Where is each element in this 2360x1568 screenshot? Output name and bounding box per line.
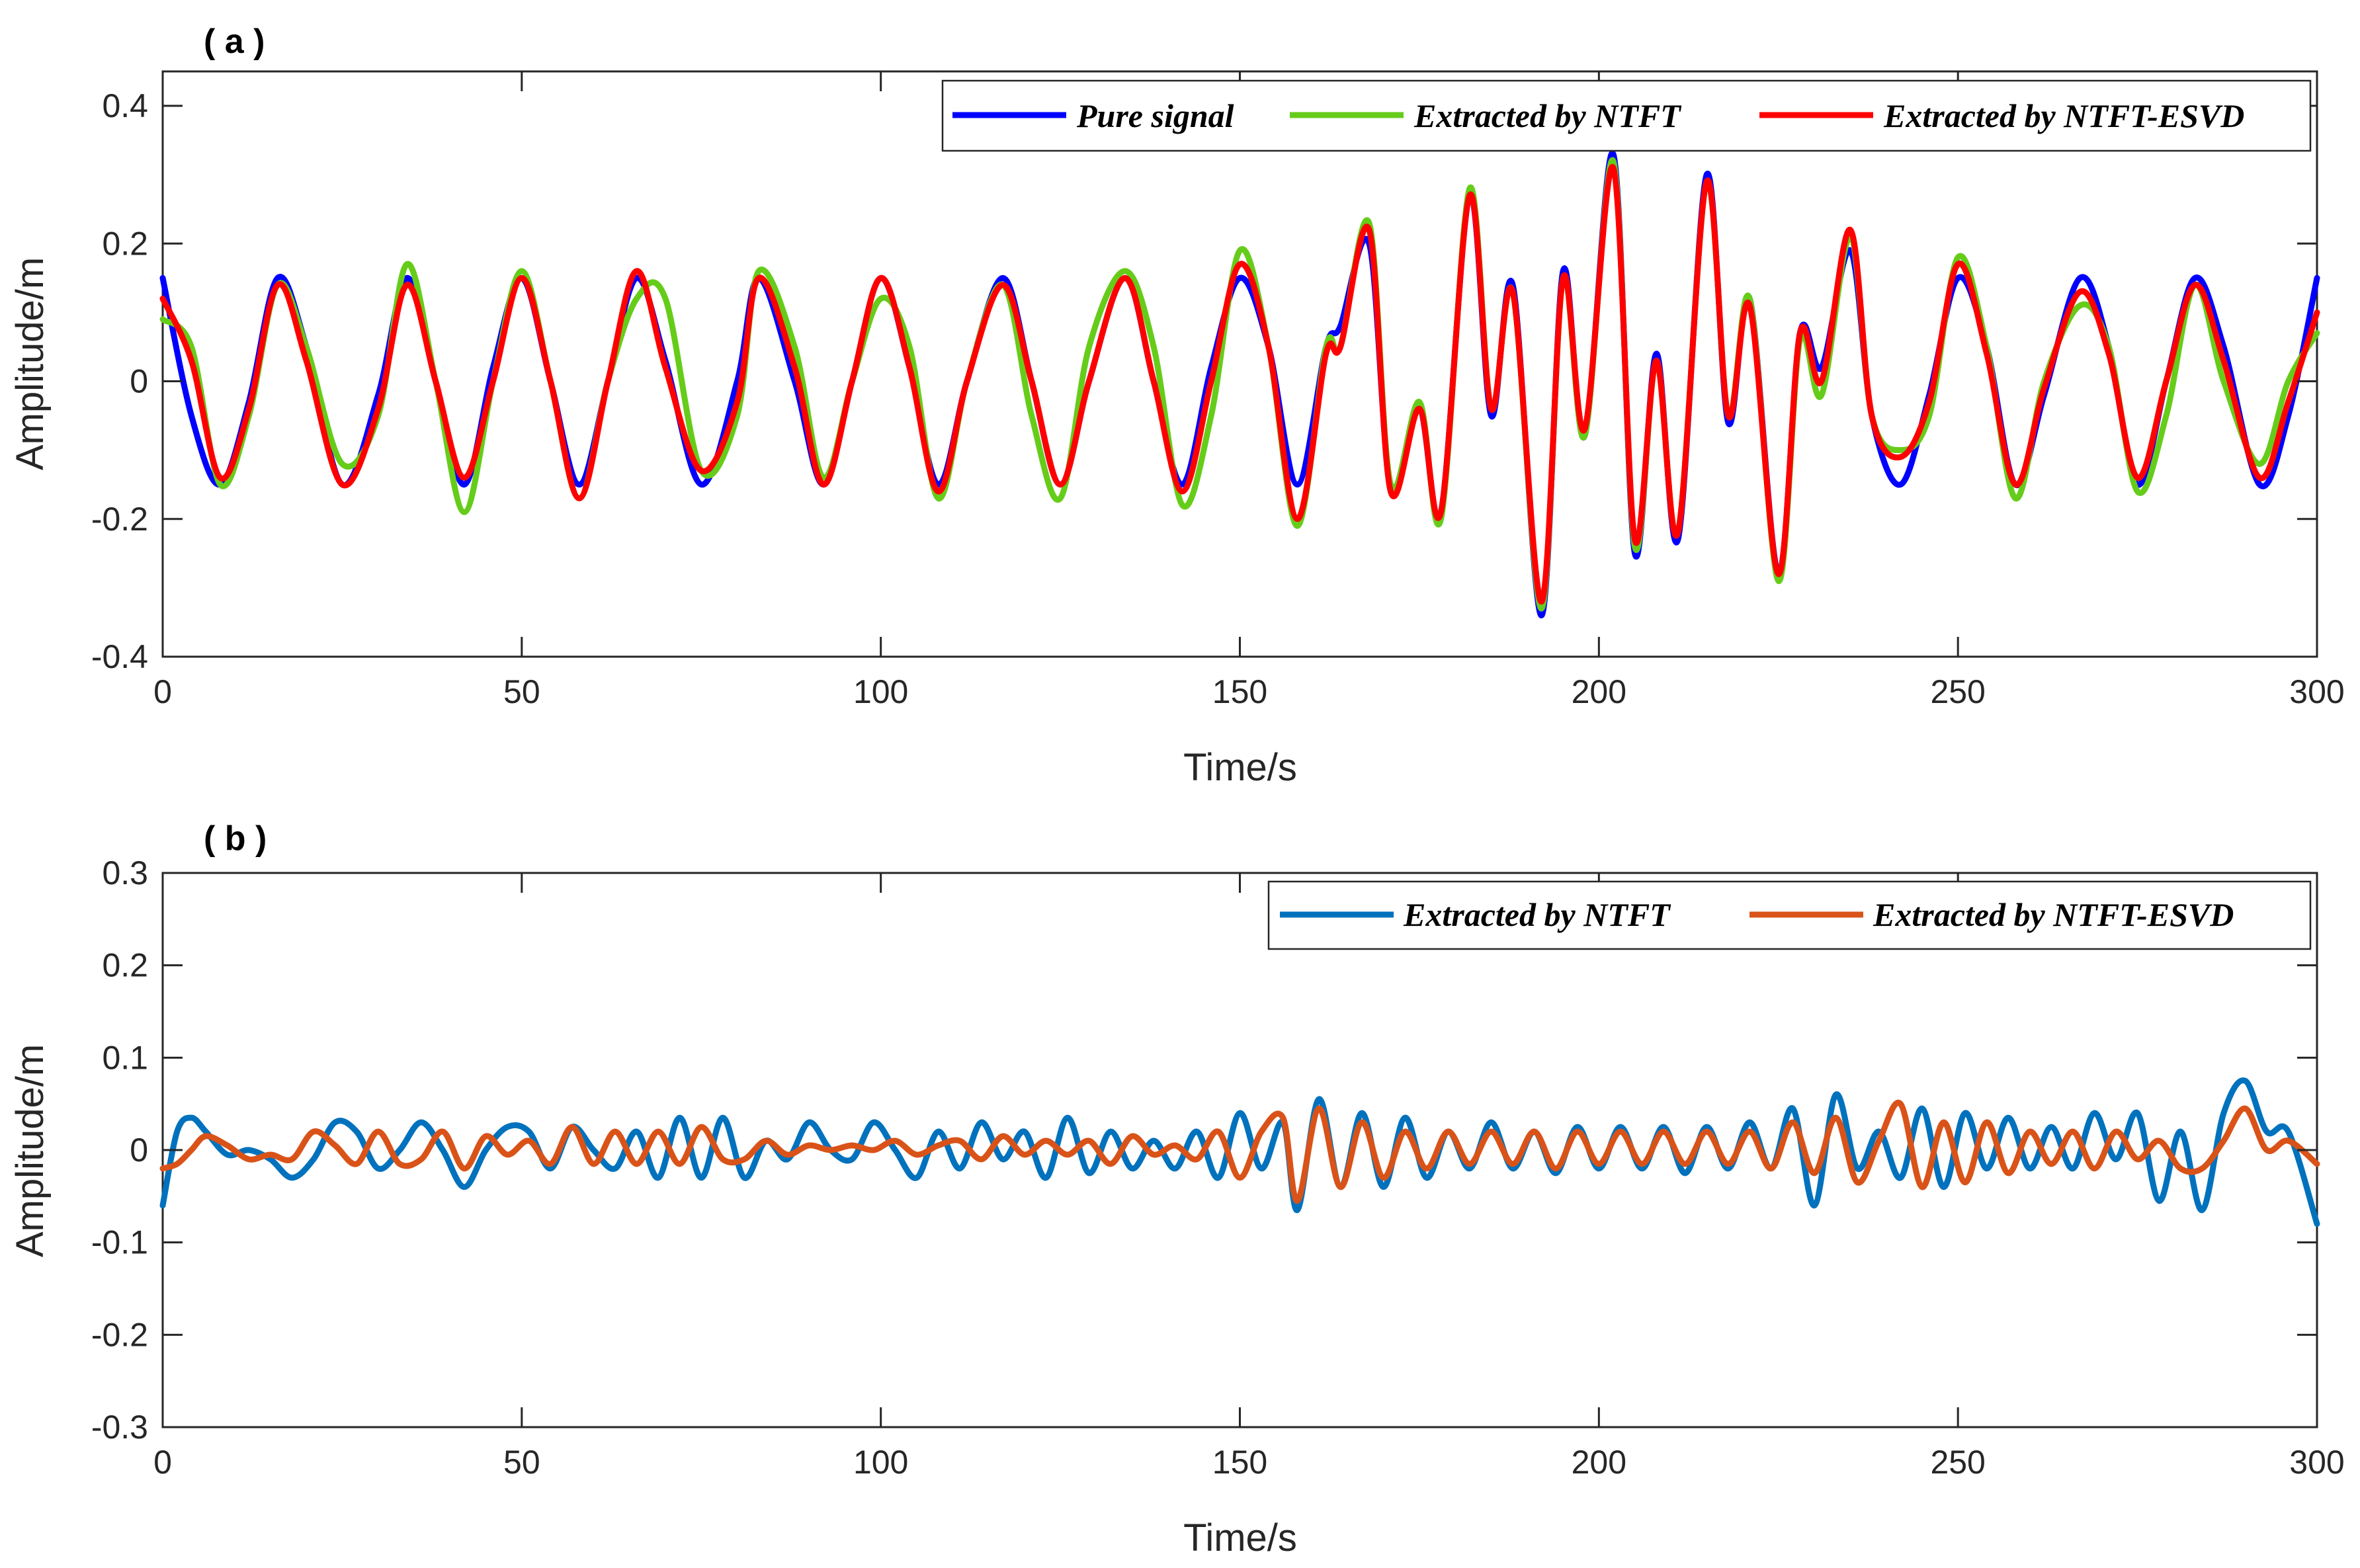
series-line-a-3 xyxy=(159,164,2320,605)
y-tick-label: 0.2 xyxy=(102,947,148,984)
x-tick-label: 0 xyxy=(153,673,172,710)
chart-panel-b: ( b ) 0 50 100 150 200 250 300 -0.3 -0.2 -0.1 0 0.… xyxy=(9,819,2345,1559)
y-tick-label: 0.2 xyxy=(102,225,148,262)
panel-label-a: ( a ) xyxy=(204,22,265,61)
x-tick-label: 200 xyxy=(1572,673,1626,710)
x-tick-label: 300 xyxy=(2289,1444,2344,1481)
legend-label-ntft-b: Extracted by NTFT xyxy=(1403,896,1671,933)
x-tick-label: 150 xyxy=(1212,1444,1267,1481)
y-tick-label: -0.4 xyxy=(91,638,148,675)
x-tick-label: 300 xyxy=(2289,673,2344,710)
x-tick-label: 0 xyxy=(153,1444,172,1481)
x-tick-label: 150 xyxy=(1212,673,1267,710)
legend-label-ntft-esvd-a: Extracted by NTFT-ESVD xyxy=(1883,97,2244,134)
legend-box-a xyxy=(941,79,2312,152)
y-tick-label: -0.2 xyxy=(91,1316,148,1353)
y-axis-ticks-a: -0.4 -0.2 0 0.2 0.4 xyxy=(91,87,2317,675)
y-tick-label: -0.3 xyxy=(91,1409,148,1446)
y-axis-label-a: Amplitude/m xyxy=(9,257,52,470)
x-tick-label: 100 xyxy=(853,1444,908,1481)
x-tick-label: 250 xyxy=(1930,1444,1985,1481)
y-tick-label: 0 xyxy=(130,1132,148,1169)
y-axis-label-b: Amplitude/m xyxy=(9,1044,52,1257)
legend-label-ntft-a: Extracted by NTFT xyxy=(1413,97,1682,134)
series-line-b-2 xyxy=(159,1099,2320,1204)
x-axis-label-b: Time/s xyxy=(1183,1516,1297,1559)
y-tick-label: 0.4 xyxy=(102,87,148,124)
chart-panel-a: ( a ) 0 50 100 150 200 250 300 -0.4 -0.2 0 0.2 0.4… xyxy=(9,22,2345,789)
legend-label-pure-signal: Pure signal xyxy=(1076,97,1234,134)
x-tick-label: 200 xyxy=(1572,1444,1626,1481)
x-tick-label: 50 xyxy=(503,1444,540,1481)
x-axis-ticks-a: 0 50 100 150 200 250 300 xyxy=(153,71,2345,710)
series-lines-b xyxy=(159,1077,2320,1227)
y-axis-ticks-b: -0.3 -0.2 -0.1 0 0.1 0.2 0.3 xyxy=(91,854,2317,1446)
y-tick-label: 0.1 xyxy=(102,1039,148,1076)
x-tick-label: 50 xyxy=(503,673,540,710)
y-tick-label: -0.1 xyxy=(91,1224,148,1261)
panel-label-b: ( b ) xyxy=(204,819,267,858)
y-tick-label: -0.2 xyxy=(91,501,148,538)
x-axis-ticks-b: 0 50 100 150 200 250 300 xyxy=(153,873,2345,1481)
series-lines-a xyxy=(159,150,2320,619)
legend-label-ntft-esvd-b: Extracted by NTFT-ESVD xyxy=(1873,896,2234,933)
plot-frame-a xyxy=(161,70,2318,658)
legend-a: Pure signal Extracted by NTFT Extracted … xyxy=(941,79,2312,152)
legend-b: Extracted by NTFT Extracted by NTFT-ESVD xyxy=(1267,880,2312,950)
y-tick-label: 0.3 xyxy=(102,854,148,891)
x-tick-label: 100 xyxy=(853,673,908,710)
y-tick-label: 0 xyxy=(130,363,148,400)
x-axis-label-a: Time/s xyxy=(1183,746,1297,789)
x-tick-label: 250 xyxy=(1930,673,1985,710)
